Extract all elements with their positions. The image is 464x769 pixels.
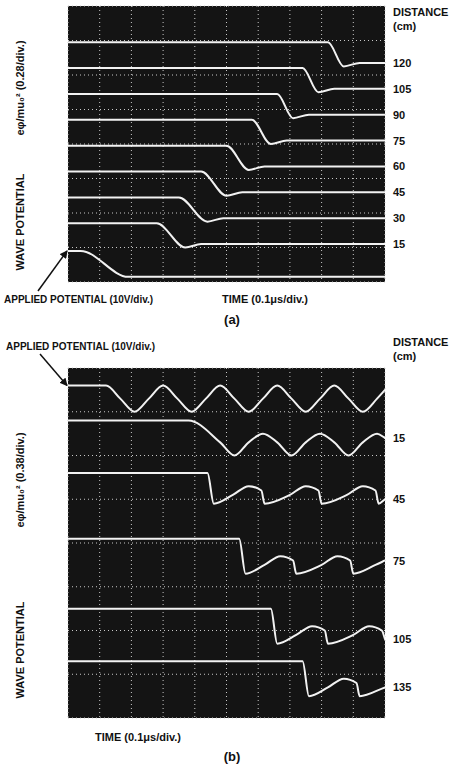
- grid: [68, 368, 385, 718]
- distance-label: 105: [393, 83, 411, 95]
- grid-line-x: [258, 6, 259, 282]
- grid-line-y: [68, 368, 385, 369]
- grid-line-y: [68, 213, 385, 214]
- x-label: TIME (0.1μs/div.): [222, 293, 308, 305]
- y-scale-label: eφ/mu₀² (0.38/div.): [14, 432, 26, 527]
- distance-label: 15: [393, 238, 405, 250]
- distance-label: 135: [393, 681, 411, 693]
- y-scale-label: eφ/mu₀² (0.28/div.): [14, 40, 26, 135]
- grid-line-x: [131, 6, 132, 282]
- grid-line-x: [289, 368, 290, 718]
- grid-line-x: [258, 368, 259, 718]
- grid-line-y: [68, 586, 385, 587]
- trace: [68, 473, 385, 504]
- panel-title: (a): [224, 312, 240, 327]
- trace: [68, 42, 385, 66]
- grid-line-x: [321, 368, 322, 718]
- legend-title: DISTANCE(cm): [393, 6, 448, 32]
- grid-line-y: [68, 109, 385, 110]
- y-label: WAVE POTENTIAL: [14, 601, 26, 698]
- trace: [68, 223, 385, 247]
- trace: [68, 197, 385, 221]
- screen: [68, 6, 385, 282]
- grid-line-y: [68, 178, 385, 179]
- distance-label: 105: [393, 633, 411, 645]
- distance-label: 15: [393, 432, 405, 444]
- trace: [68, 68, 385, 92]
- grid-line-x: [194, 368, 195, 718]
- trace: [68, 421, 385, 456]
- trace: [68, 661, 385, 696]
- panel: APPLIED POTENTIAL (10V/div.) 15 30 45 60 75 90…: [4, 6, 448, 327]
- panel: APPLIED POTENTIAL (10V/div.) 15 45 75 105 135…: [6, 336, 448, 764]
- grid-line-y: [68, 630, 385, 631]
- y-label: WAVE POTENTIAL: [14, 173, 26, 270]
- trace: [68, 539, 385, 574]
- grid-line-y: [68, 718, 385, 719]
- grid-line-y: [68, 40, 385, 41]
- distance-label: 45: [393, 186, 405, 198]
- grid-line-y: [68, 75, 385, 76]
- grid-line-y: [68, 674, 385, 675]
- traces: [68, 42, 385, 277]
- grid-line-y: [68, 6, 385, 7]
- arrow: [38, 251, 67, 291]
- distance-label: 45: [393, 493, 405, 505]
- figure: APPLIED POTENTIAL (10V/div.) 15 30 45 60 75 90…: [0, 0, 464, 769]
- applied-label: APPLIED POTENTIAL (10V/div.): [6, 341, 155, 352]
- trace: [68, 172, 385, 196]
- distance-label: 60: [393, 160, 405, 172]
- grid-line-x: [226, 6, 227, 282]
- grid-line-y: [68, 144, 385, 145]
- trace: [68, 609, 385, 644]
- legend-title: DISTANCE(cm): [393, 336, 448, 362]
- grid-line-y: [68, 411, 385, 412]
- grid-line-y: [68, 543, 385, 544]
- distance-label: 30: [393, 212, 405, 224]
- trace: [68, 251, 385, 277]
- applied-label: APPLIED POTENTIAL (10V/div.): [4, 294, 153, 305]
- trace: [68, 386, 385, 412]
- grid-line-y: [68, 282, 385, 283]
- grid-line-y: [68, 247, 385, 248]
- x-label: TIME (0.1μs/div.): [95, 731, 181, 743]
- distance-label: 120: [393, 57, 411, 69]
- trace: [68, 120, 385, 144]
- trace: [68, 146, 385, 170]
- trace: [68, 94, 385, 118]
- grid-line-x: [289, 6, 290, 282]
- distance-label: 75: [393, 135, 405, 147]
- distance-label: 90: [393, 109, 405, 121]
- traces: [68, 386, 385, 697]
- grid-line-x: [321, 6, 322, 282]
- grid-line-x: [163, 6, 164, 282]
- grid-line-y: [68, 455, 385, 456]
- distance-label: 75: [393, 555, 405, 567]
- grid-line-x: [226, 368, 227, 718]
- grid-line-x: [194, 6, 195, 282]
- grid: [68, 6, 385, 282]
- panel-title: (b): [224, 749, 241, 764]
- arrow: [40, 354, 67, 386]
- screen: [68, 368, 385, 718]
